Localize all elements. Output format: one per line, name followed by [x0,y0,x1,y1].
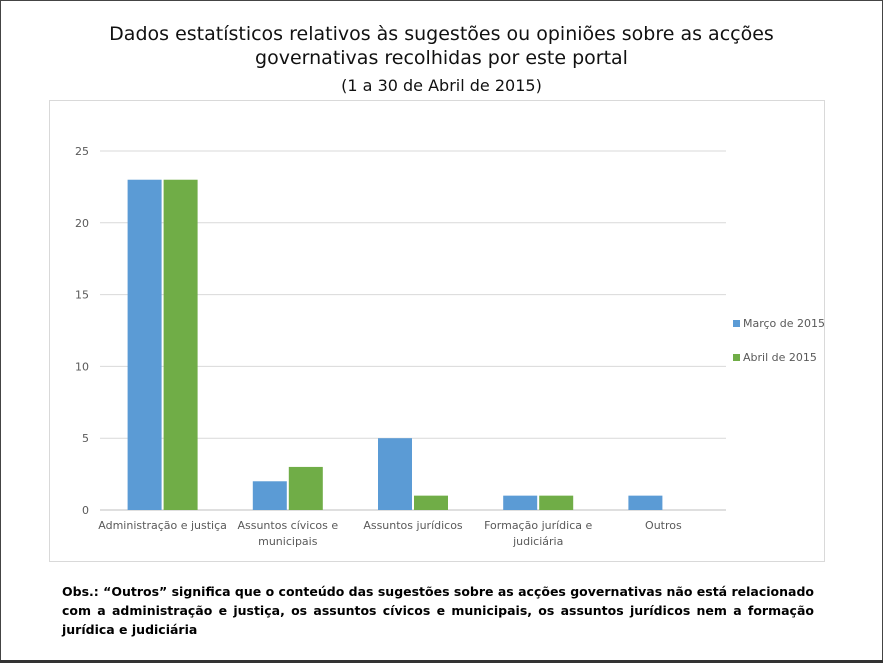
x-tick-label: Formação jurídica e [484,519,592,532]
y-tick-label: 10 [75,360,89,373]
legend-swatch [733,354,740,361]
bar [252,481,287,510]
y-tick-label: 20 [75,217,89,230]
x-tick-label: Assuntos cívicos e [237,519,338,532]
bar [127,179,162,510]
observation-note: Obs.: “Outros” significa que o conteúdo … [62,584,814,637]
legend-label: Março de 2015 [743,317,825,330]
bar [503,495,538,510]
frame-bottom-border [0,660,883,663]
x-tick-label: Assuntos jurídicos [363,519,463,532]
y-tick-label: 0 [82,504,89,517]
bar [539,495,574,510]
bar [414,495,448,510]
chart-title-line-2: governativas recolhidas por este portal [255,47,628,69]
bar [163,179,198,510]
legend-label: Abril de 2015 [743,351,817,364]
bar [288,466,323,510]
y-tick-label: 5 [82,432,89,445]
bar [628,495,663,510]
x-tick-label: Administração e justiça [98,519,227,532]
x-tick-label: Outros [645,519,682,532]
y-tick-label: 25 [75,145,89,158]
y-tick-label: 15 [75,289,89,302]
bar [378,438,412,510]
chart-subtitle: (1 a 30 de Abril de 2015) [341,76,542,95]
chart-title-line-1: Dados estatísticos relativos às sugestõe… [109,23,774,45]
x-tick-label: judiciária [512,535,563,548]
legend-swatch [733,320,740,327]
x-tick-label: municipais [258,535,318,548]
